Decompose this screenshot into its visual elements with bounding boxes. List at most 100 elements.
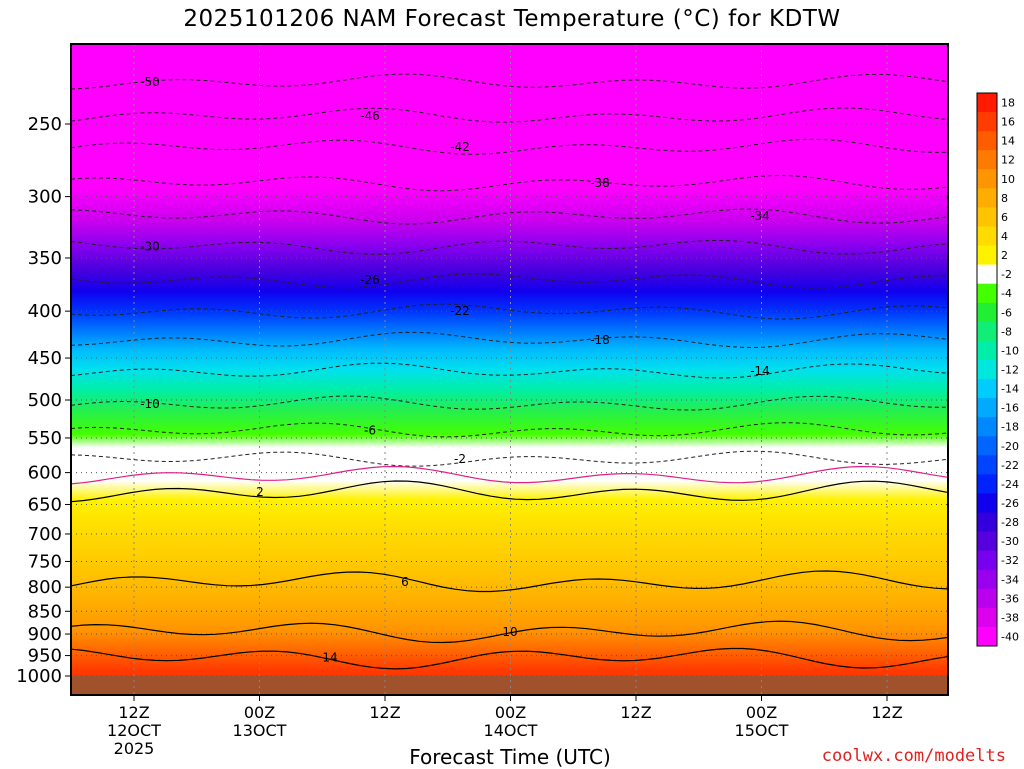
y-tick-label: 650 bbox=[28, 494, 62, 515]
colorbar-swatch bbox=[977, 283, 997, 304]
colorbar-swatch bbox=[977, 150, 997, 170]
colorbar-label: -24 bbox=[1001, 478, 1019, 491]
colorbar-swatch bbox=[977, 474, 997, 494]
grid bbox=[71, 44, 948, 695]
colorbar-label: -38 bbox=[1001, 611, 1019, 624]
colorbar-swatch bbox=[977, 226, 997, 247]
y-tick-label: 700 bbox=[28, 524, 62, 545]
colorbar-label: -14 bbox=[1001, 383, 1019, 396]
contour-solid-14 bbox=[71, 647, 948, 670]
contour-solid-10 bbox=[71, 620, 948, 644]
x-tick-label: 00Z bbox=[244, 703, 275, 722]
y-tick-label: 500 bbox=[28, 390, 62, 411]
colorbar-swatch bbox=[977, 207, 997, 227]
colorbar-label: -32 bbox=[1001, 554, 1019, 567]
colorbar-swatch bbox=[977, 493, 997, 514]
y-tick-label: 1000 bbox=[16, 666, 62, 687]
contour-label: 2 bbox=[256, 485, 264, 499]
colorbar-label: 16 bbox=[1001, 116, 1015, 129]
colorbar-swatch bbox=[977, 379, 997, 399]
colorbar-label: -12 bbox=[1001, 364, 1019, 377]
contour-label: -30 bbox=[140, 239, 160, 253]
colorbar-swatch bbox=[977, 588, 997, 609]
colorbar-label: -6 bbox=[1001, 306, 1012, 319]
contour-lines: -50-46-42-38-34-30-26-22-18-14-10-6-2261… bbox=[71, 73, 948, 670]
y-tick-label: 750 bbox=[28, 551, 62, 572]
colorbar-label: 6 bbox=[1001, 211, 1008, 224]
x-tick-label: 12Z bbox=[118, 703, 149, 722]
colorbar-label: -40 bbox=[1001, 630, 1019, 643]
contour-label: -26 bbox=[360, 273, 380, 287]
temperature-field bbox=[71, 44, 948, 695]
y-tick-label: 300 bbox=[28, 187, 62, 208]
contour-label: -22 bbox=[450, 304, 470, 318]
contour-label: -2 bbox=[454, 452, 466, 466]
colorbar-label: 12 bbox=[1001, 154, 1015, 167]
contour-label: 6 bbox=[401, 575, 409, 589]
colorbar-swatch bbox=[977, 321, 997, 342]
x-tick-label: 12Z bbox=[871, 703, 902, 722]
colorbar-swatch bbox=[977, 359, 997, 380]
contour-label: -14 bbox=[750, 364, 770, 378]
contour-label: -10 bbox=[140, 397, 160, 411]
y-tick-label: 450 bbox=[28, 348, 62, 369]
x-tick-label: 12OCT bbox=[107, 721, 161, 740]
contour-label: -6 bbox=[364, 424, 376, 438]
y-tick-label: 850 bbox=[28, 601, 62, 622]
colorbar: 18 16 14 12 10 8 6 4 2 -2 -4 -6 -8 -10 -12 -14 -16 -18 -20… bbox=[976, 92, 1019, 647]
y-tick-label: 400 bbox=[28, 301, 62, 322]
x-tick-label: 00Z bbox=[746, 703, 777, 722]
contour-label: 14 bbox=[322, 651, 337, 665]
plot-area bbox=[71, 44, 948, 695]
y-tick-label: 250 bbox=[28, 114, 62, 135]
colorbar-swatch bbox=[977, 264, 997, 285]
colorbar-label: 10 bbox=[1001, 173, 1015, 186]
x-tick-label: 13OCT bbox=[233, 721, 287, 740]
contour-label: -42 bbox=[450, 140, 470, 154]
colorbar-label: -4 bbox=[1001, 287, 1012, 300]
y-axis: 2503003504004505005506006507007508008509… bbox=[16, 114, 71, 687]
colorbar-swatch bbox=[977, 512, 997, 533]
freezing-line bbox=[71, 465, 948, 485]
colorbar-label: -10 bbox=[1001, 344, 1019, 357]
colorbar-label: 8 bbox=[1001, 192, 1008, 205]
colorbar-swatch bbox=[977, 131, 997, 151]
x-tick-label: 00Z bbox=[495, 703, 526, 722]
y-tick-label: 350 bbox=[28, 248, 62, 269]
x-tick-label: 12Z bbox=[369, 703, 400, 722]
chart-title: 2025101206 NAM Forecast Temperature (°C)… bbox=[183, 6, 841, 32]
colorbar-label: -30 bbox=[1001, 535, 1019, 548]
colorbar-swatch bbox=[977, 569, 997, 590]
y-tick-label: 800 bbox=[28, 577, 62, 598]
colorbar-label: -28 bbox=[1001, 516, 1019, 529]
colorbar-swatch bbox=[977, 93, 997, 113]
colorbar-swatch bbox=[977, 398, 997, 418]
contour-label: -50 bbox=[140, 75, 160, 89]
colorbar-frame bbox=[976, 92, 998, 647]
contour-label: -46 bbox=[360, 109, 380, 123]
x-tick-label: 2025 bbox=[114, 739, 155, 758]
colorbar-label: -20 bbox=[1001, 440, 1019, 453]
contour-label: -18 bbox=[590, 333, 610, 347]
plot-frame bbox=[70, 43, 949, 696]
contour-solid-2 bbox=[71, 480, 948, 503]
colorbar-label: -22 bbox=[1001, 459, 1019, 472]
y-tick-label: 550 bbox=[28, 428, 62, 449]
colorbar-swatch bbox=[977, 188, 997, 208]
colorbar-label: -18 bbox=[1001, 421, 1019, 434]
colorbar-swatch bbox=[977, 245, 997, 266]
contour-label: 10 bbox=[502, 625, 517, 639]
colorbar-swatch bbox=[977, 302, 997, 323]
colorbar-label: -34 bbox=[1001, 573, 1019, 586]
x-axis-label: Forecast Time (UTC) bbox=[409, 745, 611, 769]
colorbar-label: -26 bbox=[1001, 497, 1019, 510]
colorbar-swatch bbox=[977, 607, 997, 628]
colorbar-swatch bbox=[977, 169, 997, 189]
colorbar-swatch bbox=[977, 455, 997, 475]
colorbar-label: -16 bbox=[1001, 402, 1019, 415]
credit-text: coolwx.com/modelts bbox=[821, 746, 1006, 766]
y-tick-label: 950 bbox=[28, 646, 62, 667]
colorbar-label: 18 bbox=[1001, 97, 1015, 110]
